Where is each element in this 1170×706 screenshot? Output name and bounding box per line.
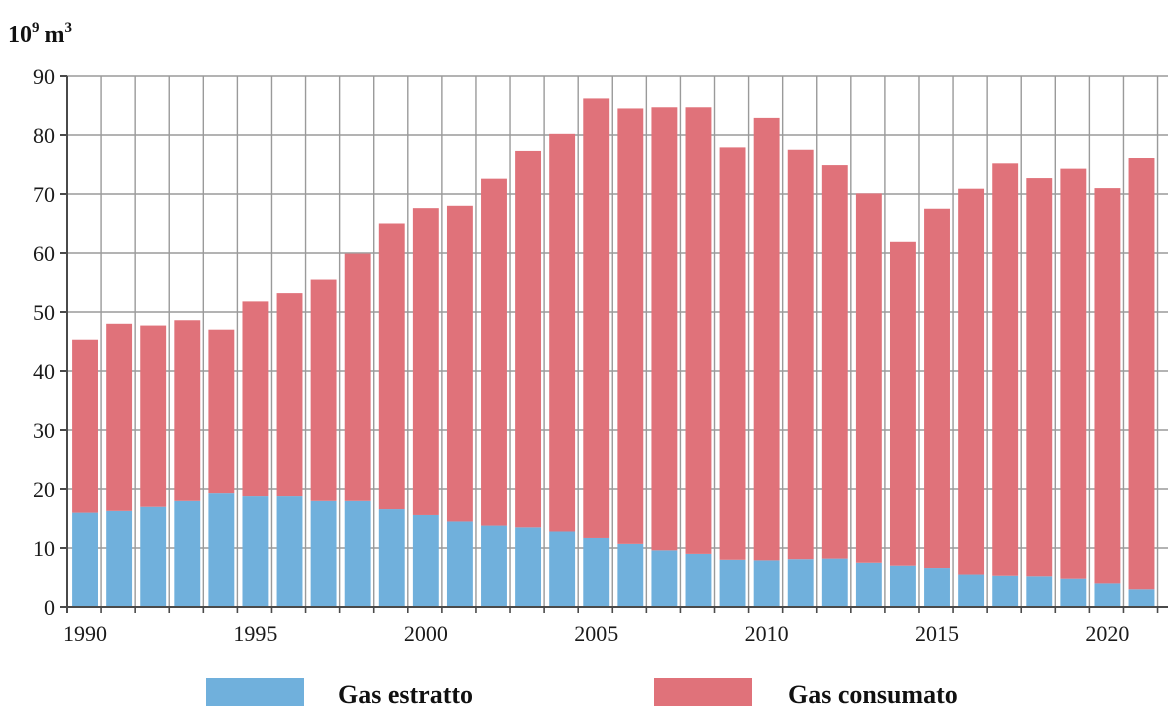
- bar-gas-consumato-1993: [174, 320, 201, 501]
- bar-gas-estratto-1998: [344, 500, 371, 607]
- bar-gas-estratto-1991: [106, 510, 133, 607]
- bar-gas-consumato-2012: [821, 165, 848, 559]
- y-tick-label: 20: [33, 477, 55, 502]
- bar-gas-consumato-2000: [412, 208, 439, 515]
- bar-gas-estratto-2005: [583, 537, 610, 607]
- bar-gas-consumato-2004: [549, 133, 576, 532]
- bar-gas-consumato-1998: [344, 253, 371, 501]
- legend-swatch-gas-consumato: [654, 678, 752, 706]
- bar-gas-consumato-2017: [992, 163, 1019, 576]
- bar-gas-consumato-1994: [208, 329, 235, 494]
- series-gas-estratto-bars: [72, 493, 1155, 607]
- bar-gas-estratto-2018: [1026, 576, 1053, 607]
- legend: Gas estratto Gas consumato: [206, 678, 958, 706]
- x-tick-label: 2010: [745, 621, 789, 646]
- x-tick-label: 1990: [63, 621, 107, 646]
- legend-swatch-gas-estratto: [206, 678, 304, 706]
- grid-lines: [66, 75, 1168, 608]
- bar-gas-estratto-2010: [753, 560, 780, 607]
- x-tick-label: 1995: [233, 621, 277, 646]
- y-tick-label: 70: [33, 182, 55, 207]
- bar-gas-estratto-2001: [446, 521, 473, 607]
- legend-label-gas-estratto: Gas estratto: [338, 680, 473, 706]
- y-axis-unit-label: 109 m3: [8, 20, 72, 48]
- bar-gas-estratto-2009: [719, 559, 746, 607]
- legend-label-gas-consumato: Gas consumato: [788, 680, 958, 706]
- bar-gas-estratto-1997: [310, 500, 337, 607]
- y-tick-label: 50: [33, 300, 55, 325]
- y-tick-label: 90: [33, 64, 55, 89]
- x-tick-label: 2005: [574, 621, 618, 646]
- bar-gas-estratto-1993: [174, 500, 201, 607]
- bar-gas-consumato-2019: [1060, 168, 1087, 579]
- bar-gas-estratto-2007: [651, 550, 678, 607]
- bar-gas-estratto-2015: [924, 568, 950, 607]
- y-tick-label: 60: [33, 241, 55, 266]
- y-tick-label: 0: [44, 595, 55, 620]
- bar-gas-estratto-2021: [1128, 589, 1155, 607]
- bar-gas-consumato-2013: [855, 193, 882, 563]
- bar-gas-consumato-2016: [958, 188, 985, 575]
- x-tick-label: 2000: [404, 621, 448, 646]
- bar-gas-consumato-2006: [617, 108, 644, 544]
- bar-gas-consumato-2014: [889, 241, 916, 566]
- y-tick-label: 10: [33, 536, 55, 561]
- bar-gas-consumato-1996: [276, 293, 303, 497]
- bar-gas-consumato-2011: [787, 149, 814, 560]
- bar-gas-estratto-2016: [958, 574, 985, 607]
- bar-gas-consumato-2007: [651, 107, 678, 551]
- x-tick-label: 2015: [915, 621, 959, 646]
- bar-gas-consumato-1990: [72, 339, 98, 513]
- bar-gas-estratto-2012: [821, 558, 848, 607]
- bar-gas-estratto-2014: [889, 565, 916, 607]
- bar-gas-consumato-1991: [106, 323, 133, 511]
- y-axis-tick-labels: 0 10 20 30 40 50 60 70 80 90: [33, 64, 55, 620]
- bar-gas-consumato-1992: [140, 325, 167, 507]
- bar-gas-consumato-1999: [378, 223, 405, 510]
- bar-gas-consumato-2020: [1094, 188, 1121, 584]
- bar-gas-estratto-2019: [1060, 578, 1087, 607]
- bar-gas-estratto-2017: [992, 575, 1019, 607]
- bar-gas-estratto-2000: [412, 514, 439, 607]
- bar-gas-estratto-2011: [787, 559, 814, 607]
- x-axis-tick-labels: 1990 1995 2000 2005 2010 2015 2020: [63, 621, 1129, 646]
- bar-gas-estratto-2003: [515, 527, 542, 607]
- bar-gas-estratto-2002: [481, 525, 507, 607]
- y-tick-label: 40: [33, 359, 55, 384]
- bar-gas-consumato-2003: [515, 150, 542, 528]
- bar-gas-consumato-2008: [685, 107, 712, 554]
- bar-gas-estratto-1994: [208, 493, 235, 607]
- x-tick-label: 2020: [1085, 621, 1129, 646]
- bar-gas-estratto-2004: [549, 531, 576, 607]
- bar-gas-consumato-2010: [753, 117, 780, 561]
- y-tick-label: 80: [33, 123, 55, 148]
- bar-gas-consumato-2002: [481, 178, 507, 526]
- bar-gas-estratto-1996: [276, 496, 303, 607]
- bar-gas-estratto-1990: [72, 512, 98, 607]
- bar-gas-estratto-1999: [378, 509, 405, 607]
- y-tick-label: 30: [33, 418, 55, 443]
- bar-gas-consumato-2009: [719, 147, 746, 560]
- bar-gas-consumato-2021: [1128, 158, 1155, 590]
- bar-gas-consumato-1997: [310, 279, 337, 501]
- bar-gas-consumato-2018: [1026, 178, 1053, 577]
- bar-gas-consumato-1995: [242, 301, 269, 497]
- bar-gas-consumato-2005: [583, 98, 610, 538]
- bar-gas-estratto-2020: [1094, 583, 1121, 607]
- bar-gas-estratto-1995: [242, 496, 269, 607]
- bar-gas-consumato-2015: [924, 208, 950, 569]
- bar-gas-consumato-2001: [446, 205, 473, 522]
- bar-gas-estratto-2013: [855, 562, 882, 607]
- bar-gas-estratto-2006: [617, 543, 644, 607]
- series-gas-consumato-bars: [72, 98, 1155, 590]
- axes: [60, 75, 1168, 613]
- bar-gas-estratto-2008: [685, 553, 712, 607]
- bar-gas-estratto-1992: [140, 506, 167, 607]
